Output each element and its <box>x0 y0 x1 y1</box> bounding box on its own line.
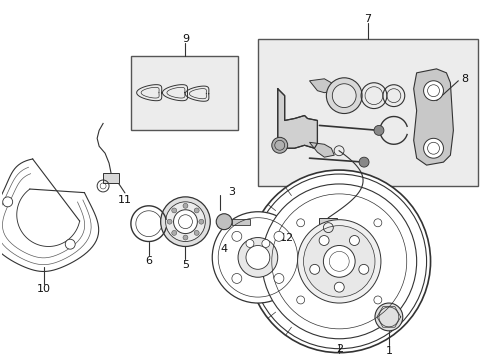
Circle shape <box>373 296 381 304</box>
Bar <box>319 218 337 243</box>
Text: 9: 9 <box>182 34 189 44</box>
Circle shape <box>183 235 187 240</box>
Bar <box>232 219 249 225</box>
Circle shape <box>262 184 416 339</box>
Circle shape <box>358 157 368 167</box>
Circle shape <box>334 282 344 292</box>
Text: 5: 5 <box>182 260 188 270</box>
Bar <box>131 56 238 130</box>
Bar <box>103 173 119 183</box>
Text: 12: 12 <box>279 233 293 243</box>
Circle shape <box>358 264 368 274</box>
Circle shape <box>212 212 303 303</box>
Circle shape <box>167 219 172 224</box>
Circle shape <box>165 202 205 242</box>
Circle shape <box>183 203 187 208</box>
Text: 2: 2 <box>335 344 342 354</box>
Polygon shape <box>277 89 317 148</box>
Circle shape <box>271 137 287 153</box>
Circle shape <box>194 208 199 213</box>
Circle shape <box>245 246 269 269</box>
Bar <box>257 39 477 186</box>
Circle shape <box>161 197 210 247</box>
Circle shape <box>194 230 199 235</box>
Circle shape <box>349 235 359 246</box>
Polygon shape <box>413 69 452 165</box>
Text: 7: 7 <box>364 14 371 24</box>
Circle shape <box>373 125 383 135</box>
Circle shape <box>216 214 232 230</box>
Text: 6: 6 <box>145 256 152 266</box>
Polygon shape <box>309 79 334 93</box>
Circle shape <box>319 235 328 246</box>
Circle shape <box>297 220 380 303</box>
Circle shape <box>199 219 203 224</box>
Circle shape <box>273 231 284 241</box>
Circle shape <box>325 78 361 113</box>
Circle shape <box>171 230 176 235</box>
Circle shape <box>309 264 319 274</box>
Circle shape <box>262 239 269 247</box>
Circle shape <box>303 226 374 297</box>
Circle shape <box>3 197 13 207</box>
Circle shape <box>65 239 75 249</box>
Text: 1: 1 <box>385 346 391 356</box>
Circle shape <box>296 296 304 304</box>
Circle shape <box>332 84 355 108</box>
Circle shape <box>273 274 284 283</box>
Text: 8: 8 <box>460 74 468 84</box>
Circle shape <box>245 239 253 247</box>
Circle shape <box>296 219 304 227</box>
Circle shape <box>231 231 241 241</box>
Circle shape <box>323 246 354 277</box>
Circle shape <box>374 303 402 331</box>
Circle shape <box>171 208 176 213</box>
Circle shape <box>173 210 197 234</box>
Circle shape <box>423 138 443 158</box>
Polygon shape <box>309 142 334 157</box>
Circle shape <box>423 81 443 100</box>
Circle shape <box>373 219 381 227</box>
Text: 3: 3 <box>228 187 235 197</box>
Circle shape <box>238 238 277 277</box>
Text: 10: 10 <box>37 284 50 294</box>
Circle shape <box>247 170 429 353</box>
Text: 4: 4 <box>220 244 227 255</box>
Circle shape <box>231 274 241 283</box>
Text: 11: 11 <box>118 195 132 205</box>
